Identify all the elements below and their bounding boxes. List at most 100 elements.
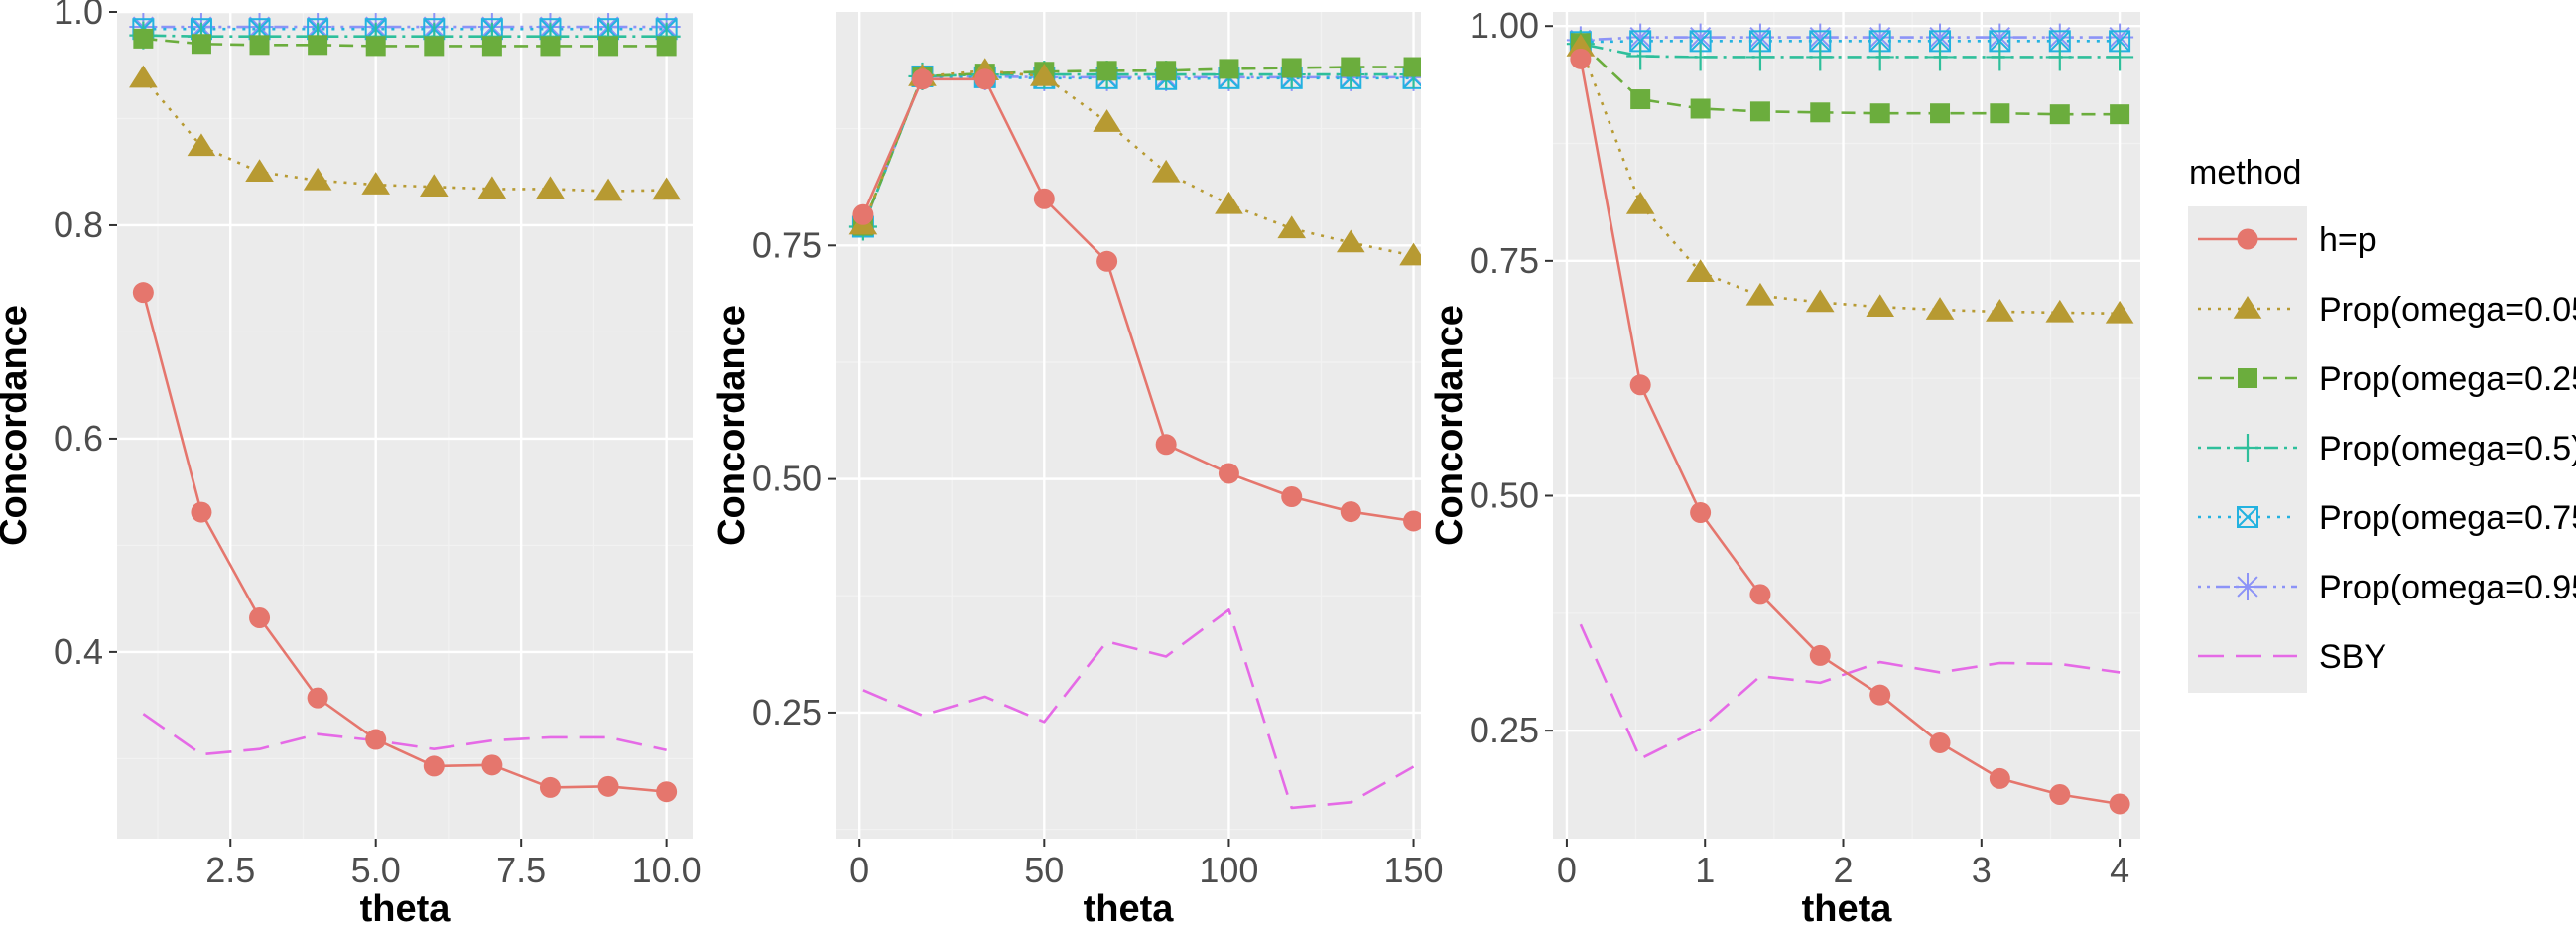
series-line-prop05 [1580, 42, 2121, 59]
y-tick-label: 0.50 [1470, 474, 1539, 515]
point-hp [1403, 510, 1421, 532]
point-hp [656, 781, 678, 803]
x-tick-label: 0 [1557, 850, 1577, 890]
x-tick-label: 2 [1834, 850, 1854, 890]
point-prop005 [1336, 229, 1365, 253]
point-prop025 [1219, 59, 1239, 79]
x-tick-label: 3 [1972, 850, 1992, 890]
legend-key-marker [2233, 296, 2262, 319]
series-layer [848, 57, 1421, 810]
series-line-hp [1579, 59, 2121, 806]
plot-background [117, 12, 693, 839]
legend-label: Prop(omega=0.95) [2319, 569, 2576, 606]
plot-background [1553, 12, 2140, 839]
y-tick-label: 0.6 [54, 418, 103, 459]
series-line-sby [1579, 623, 2121, 760]
chart-panel-1: 0.4 0.6 0.8 1.0 2.5 5.0 7.5 10.0 theta Concordanc… [0, 0, 702, 930]
point-hp [2109, 793, 2130, 815]
point-hp [1570, 48, 1592, 69]
point-prop025 [1630, 89, 1651, 110]
point-prop005 [129, 65, 158, 88]
x-tick-label: 10.0 [632, 850, 702, 890]
series-line-prop05 [861, 72, 1414, 227]
point-hp [249, 607, 271, 629]
point-hp [539, 776, 561, 798]
point-prop005 [1215, 191, 1243, 214]
point-prop025 [365, 36, 386, 57]
point-hp [1629, 374, 1651, 396]
point-hp [481, 754, 503, 776]
point-prop05 [2045, 43, 2074, 71]
y-tick-label: 0.8 [54, 204, 103, 245]
point-hp [1340, 501, 1361, 523]
series-line-hp [142, 292, 667, 794]
y-tick-label: 0.50 [752, 459, 822, 499]
point-hp [852, 203, 874, 225]
point-prop005 [1805, 289, 1835, 313]
legend-label: Prop(omega=0.75) [2319, 499, 2576, 537]
series-line-sby [142, 713, 667, 756]
point-prop005 [536, 176, 565, 200]
point-prop005 [1566, 34, 1596, 57]
point-prop005 [652, 177, 681, 200]
series-line-prop005 [861, 68, 1414, 257]
chart-panel-2: 0.25 0.50 0.75 0 50 100 150 theta Concordance [711, 12, 1444, 930]
point-prop025 [540, 36, 561, 57]
point-prop005 [1399, 242, 1421, 266]
point-prop025 [2110, 104, 2130, 125]
legend-label: Prop(omega=0.05) [2319, 291, 2576, 329]
point-prop025 [598, 36, 619, 57]
y-axis-title: Concordance [0, 305, 35, 546]
point-prop005 [477, 176, 507, 200]
y-tick-label: 0.25 [752, 692, 822, 732]
series-line-prop025 [1579, 42, 2121, 116]
minor-gridlines [1553, 12, 2140, 839]
legend-label: h=p [2319, 221, 2377, 259]
point-prop025 [1341, 57, 1361, 77]
legend-key-marker [2238, 368, 2257, 388]
point-hp [365, 729, 387, 750]
point-prop005 [1277, 215, 1307, 239]
point-prop005 [593, 178, 623, 201]
x-tick-label: 5.0 [351, 850, 401, 890]
point-prop025 [1403, 57, 1421, 77]
point-hp [423, 755, 445, 777]
series-line-hp [861, 77, 1414, 523]
point-prop025 [1749, 101, 1770, 122]
series-layer [1566, 23, 2134, 815]
point-prop025 [2049, 104, 2070, 125]
point-hp [1033, 188, 1055, 209]
legend-label: SBY [2319, 638, 2386, 676]
point-prop025 [249, 35, 270, 56]
point-prop025 [1156, 61, 1177, 81]
point-hp [1869, 684, 1891, 706]
y-tick-label: 0.75 [752, 224, 822, 265]
point-hp [307, 687, 328, 709]
legend-item-prop075: Prop(omega=0.75) [2198, 499, 2576, 537]
point-prop005 [1866, 294, 1895, 317]
point-hp [974, 68, 996, 90]
point-prop005 [361, 172, 391, 195]
x-axis-title: theta [1084, 888, 1175, 930]
point-prop05 [1866, 43, 1894, 71]
point-prop025 [1096, 61, 1117, 81]
x-tick-label: 7.5 [496, 850, 546, 890]
series-line-prop005 [142, 76, 667, 193]
point-hp [1989, 767, 2010, 789]
point-prop005 [303, 167, 332, 191]
point-prop025 [133, 28, 154, 49]
point-prop05 [1926, 43, 1955, 71]
point-prop025 [1990, 103, 2010, 124]
legend-item-sby: SBY [2198, 638, 2386, 676]
minor-gridlines [117, 12, 693, 839]
point-prop025 [424, 36, 445, 57]
legend-label: Prop(omega=0.25) [2319, 360, 2576, 398]
point-hp [1809, 644, 1831, 666]
x-tick-label: 50 [1024, 850, 1064, 890]
chart-panel-3: 0.25 0.50 0.75 1.00 0 1 2 3 4 theta Concordance [1429, 5, 2140, 930]
x-axis-title: theta [360, 888, 451, 930]
point-prop005 [1151, 159, 1181, 183]
series-line-prop025 [143, 37, 667, 48]
series-line-prop075 [1580, 40, 2121, 44]
